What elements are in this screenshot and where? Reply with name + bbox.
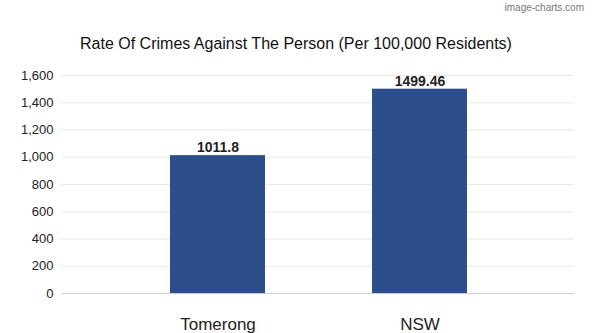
svg-text:1499.46: 1499.46 [395,73,446,89]
svg-text:0: 0 [46,286,53,301]
svg-text:1,400: 1,400 [21,95,54,110]
svg-text:1011.8: 1011.8 [197,139,239,155]
svg-text:600: 600 [32,204,54,219]
svg-text:1,200: 1,200 [21,122,54,137]
svg-text:200: 200 [32,258,54,273]
html-text:image-charts.com: image-charts.com [504,2,584,13]
svg-text:1,600: 1,600 [21,68,54,83]
svg-text:1,000: 1,000 [21,149,54,164]
html-text:Rate Of Crimes Against The Per: Rate Of Crimes Against The Person (Per 1… [80,35,512,52]
svg-text:Tomerong: Tomerong [180,315,256,333]
svg-text:400: 400 [32,231,54,246]
svg-text:NSW: NSW [400,315,440,333]
svg-text:800: 800 [32,177,54,192]
